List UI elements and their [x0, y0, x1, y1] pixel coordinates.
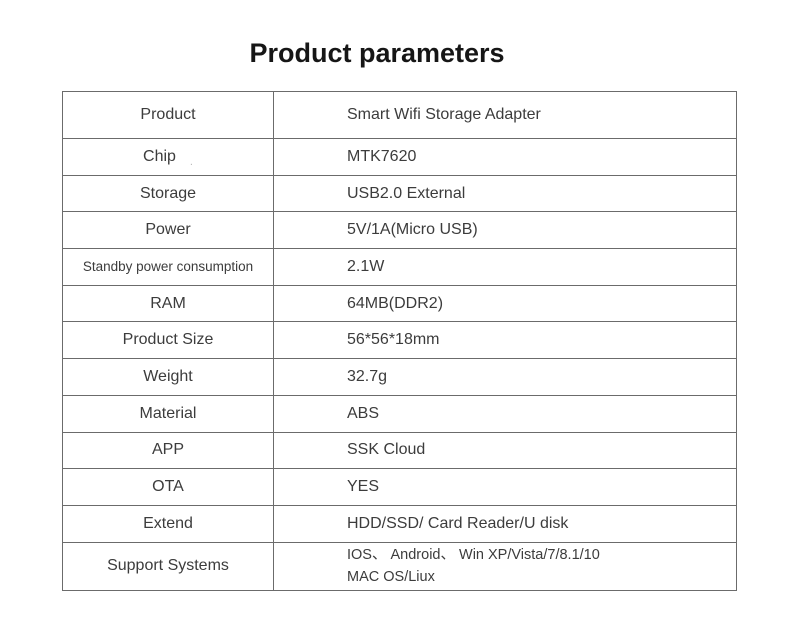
param-value: Smart Wifi Storage Adapter — [347, 106, 541, 123]
param-value-line: IOS、 Android、 Win XP/Vista/7/8.1/10 — [347, 547, 600, 564]
param-label: Power — [63, 212, 274, 249]
param-value: MTK7620 — [347, 147, 417, 165]
page-title: Product parameters — [249, 38, 505, 68]
table-row: Storage USB2.0 External — [63, 174, 736, 212]
table-row: Material ABS — [63, 394, 736, 432]
param-label: RAM — [63, 285, 274, 322]
param-label: Chip . — [63, 139, 274, 175]
param-label: Extend — [63, 505, 274, 542]
faint-dot-mark: . — [189, 155, 193, 168]
param-value: ABS — [347, 404, 380, 422]
param-label: Weight — [63, 359, 274, 395]
table-row: Support Systems IOS、 Android、 Win XP/Vis… — [63, 541, 736, 590]
param-label: Material — [63, 395, 274, 432]
table-row: Product Smart Wifi Storage Adapter — [63, 92, 736, 138]
param-label: Support Systems — [63, 542, 274, 590]
param-label: APP — [63, 432, 274, 469]
table-row: Power 5V/1A(Micro USB) — [63, 211, 736, 249]
param-label: OTA — [63, 469, 274, 505]
param-value: 5V/1A(Micro USB) — [347, 221, 478, 239]
param-label: Storage — [63, 175, 274, 212]
table-row: Standby power consumption 2.1W — [63, 248, 736, 285]
table-row: OTA YES — [63, 468, 736, 505]
spec-table: Product Smart Wifi Storage Adapter Chip … — [62, 91, 737, 591]
param-value: 2.1W — [347, 257, 385, 275]
param-value: IOS、 Android、 Win XP/Vista/7/8.1/10 MAC … — [274, 543, 736, 590]
param-label: Product — [63, 92, 274, 138]
param-label-text: Chip — [143, 147, 176, 165]
param-label: Product Size — [63, 322, 274, 359]
param-value-line: MAC OS/Liux — [347, 569, 435, 586]
param-label: Standby power consumption — [63, 249, 274, 285]
param-value: YES — [347, 478, 380, 496]
param-value: 56*56*18mm — [347, 331, 440, 349]
table-row: APP SSK Cloud — [63, 431, 736, 469]
param-value: 64MB(DDR2) — [347, 294, 444, 312]
table-row: Weight 32.7g — [63, 358, 736, 395]
table-row: Chip . MTK7620 — [63, 138, 736, 175]
table-row: Extend HDD/SSD/ Card Reader/U disk — [63, 504, 736, 542]
table-row: RAM 64MB(DDR2) — [63, 284, 736, 322]
param-value: HDD/SSD/ Card Reader/U disk — [347, 514, 569, 532]
table-row: Product Size 56*56*18mm — [63, 321, 736, 359]
param-value: 32.7g — [347, 367, 388, 385]
param-value: USB2.0 External — [347, 184, 466, 202]
param-value: SSK Cloud — [347, 441, 426, 459]
